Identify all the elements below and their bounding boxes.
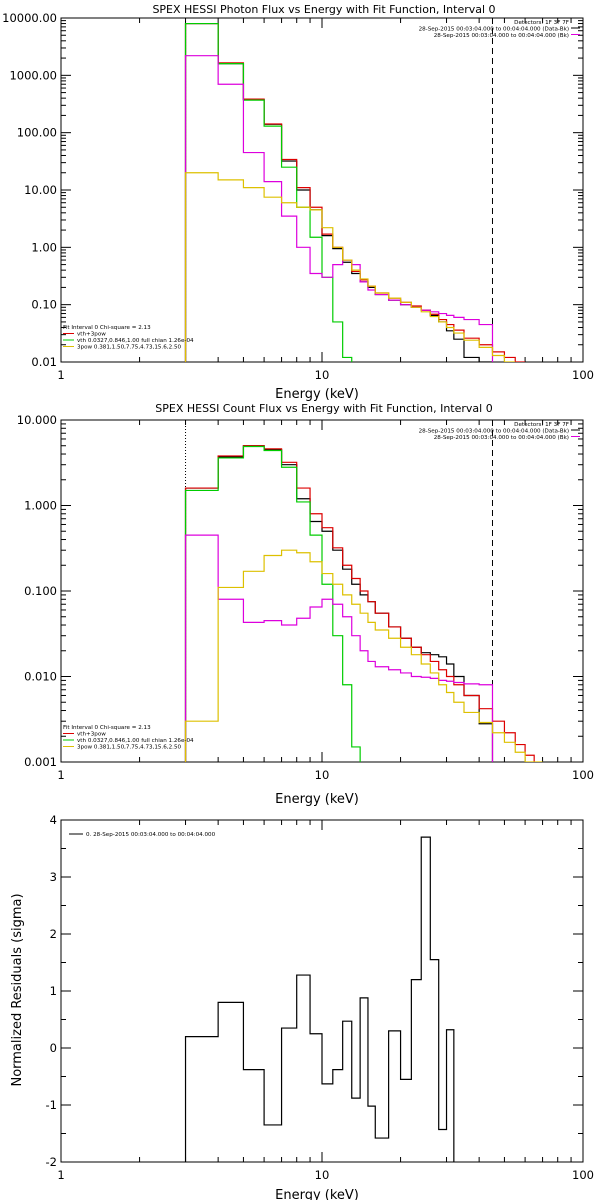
series-group	[184, 836, 455, 1162]
y-tick-label: 1	[50, 984, 57, 998]
legend-label: 0. 28-Sep-2015 00:03:04.000 to 00:04:04.…	[86, 832, 216, 838]
header-line: 28-Sep-2015 00:03:04.000 to 00:04:04.000…	[419, 429, 569, 435]
y-tick-label: 4	[50, 813, 57, 827]
x-axis-label: Energy (keV)	[275, 387, 359, 402]
panel-photon-flux: SPEX HESSI Photon Flux vs Energy with Fi…	[2, 3, 594, 402]
x-axis-label: Energy (keV)	[275, 792, 359, 807]
y-tick-label: 3	[50, 870, 57, 884]
plot-frame	[60, 419, 584, 763]
y-tick-label: 10.00	[24, 183, 57, 197]
y-tick-label: 1.00	[31, 240, 57, 254]
legend-label: vth+3pow	[77, 332, 106, 338]
legend-label: 3pow 0.381,1.50,7.75,4.73,15.6,2.50	[77, 345, 182, 351]
legend-label: vth+3pow	[77, 732, 106, 738]
x-tick-label: 10	[315, 768, 330, 782]
series-line	[184, 22, 493, 362]
fit-note: Fit Interval 0 Chi-square = 2.13	[63, 325, 151, 331]
plot-frame	[60, 819, 584, 1163]
y-tick-label: 0.100	[24, 584, 57, 598]
series-group	[184, 22, 526, 362]
x-tick-label: 10	[315, 368, 330, 382]
y-tick-label: 1.000	[24, 499, 57, 513]
series-line	[184, 22, 526, 362]
y-tick-label: 100.00	[17, 126, 57, 140]
fit-note: Fit Interval 0 Chi-square = 2.13	[63, 725, 151, 731]
header-line: 28-Sep-2015 00:03:04.000 to 00:04:04.000…	[434, 33, 569, 39]
x-tick-label: 100	[572, 368, 594, 382]
x-tick-label: 100	[572, 1168, 594, 1182]
series-group	[184, 445, 543, 762]
panel-count-flux: SPEX HESSI Count Flux vs Energy with Fit…	[17, 402, 594, 807]
header-line: Detectors: 1F 3F 7F	[514, 20, 569, 26]
chart-title: SPEX HESSI Photon Flux vs Energy with Fi…	[152, 3, 495, 16]
y-tick-label: -2	[46, 1155, 57, 1169]
x-axis-label: Energy (keV)	[275, 1188, 359, 1200]
series-line	[184, 445, 535, 762]
x-tick-label: 10	[315, 1168, 330, 1182]
y-axis-label: Normalized Residuals (sigma)	[10, 893, 25, 1086]
legend-label: 3pow 0.381,1.50,7.75,4.73,15.6,2.50	[77, 745, 182, 751]
x-tick-label: 1	[57, 768, 64, 782]
y-tick-label: 0.001	[24, 755, 57, 769]
series-line	[184, 836, 455, 1162]
y-tick-label: -1	[46, 1098, 57, 1112]
x-tick-label: 1	[57, 1168, 64, 1182]
header-line: 28-Sep-2015 00:03:04.000 to 00:04:04.000…	[434, 435, 569, 441]
chart-title: SPEX HESSI Count Flux vs Energy with Fit…	[155, 402, 492, 415]
series-line	[184, 22, 353, 362]
header-line: Detectors: 1F 3F 7F	[514, 422, 569, 428]
series-line	[184, 55, 494, 362]
series-line	[184, 172, 516, 362]
series-line	[184, 534, 494, 762]
y-tick-label: 10000.00	[2, 11, 57, 25]
plot-frame	[60, 17, 584, 363]
legend-label: vth 0.0327,0.846,1.00 full chian 1.26e-0…	[77, 338, 194, 344]
x-tick-label: 100	[572, 768, 594, 782]
y-tick-label: 10.000	[17, 413, 57, 427]
series-line	[184, 549, 543, 762]
y-tick-label: 0	[50, 1041, 57, 1055]
y-tick-label: 0.01	[31, 355, 57, 369]
y-tick-label: 0.10	[31, 298, 57, 312]
panel-residuals: Energy (keV) Normalized Residuals (sigma…	[10, 813, 594, 1200]
legend-label: vth 0.0327,0.846,1.00 full chian 1.26e-0…	[77, 738, 194, 744]
x-tick-label: 1	[57, 368, 64, 382]
y-tick-label: 1000.00	[9, 68, 57, 82]
y-tick-label: 2	[50, 927, 57, 941]
header-line: 28-Sep-2015 00:03:04.000 to 00:04:04.000…	[419, 27, 569, 33]
y-tick-label: 0.010	[24, 670, 57, 684]
series-line	[184, 445, 361, 762]
